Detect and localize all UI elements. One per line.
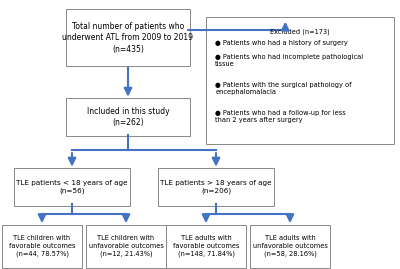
Text: TLE adults with
unfavorable outcomes
(n=58, 28.16%): TLE adults with unfavorable outcomes (n=… — [252, 235, 328, 257]
Text: ● Patients who had a follow-up for less
than 2 years after surgery: ● Patients who had a follow-up for less … — [215, 110, 346, 123]
Text: TLE children with
favorable outcomes
(n=44, 78.57%): TLE children with favorable outcomes (n=… — [9, 235, 75, 257]
Text: ● Patients who had a history of surgery: ● Patients who had a history of surgery — [215, 40, 348, 46]
FancyBboxPatch shape — [206, 17, 394, 144]
Text: Excluded (n=173): Excluded (n=173) — [270, 28, 330, 35]
FancyBboxPatch shape — [86, 225, 166, 268]
Text: TLE patients > 18 years of age
(n=206): TLE patients > 18 years of age (n=206) — [160, 180, 272, 194]
FancyBboxPatch shape — [14, 168, 130, 206]
Text: ● Patients with the surgical pathology of
encephalomalacia: ● Patients with the surgical pathology o… — [215, 82, 352, 95]
FancyBboxPatch shape — [66, 98, 190, 136]
FancyBboxPatch shape — [2, 225, 82, 268]
FancyBboxPatch shape — [166, 225, 246, 268]
Text: ● Patients who had incomplete pathological
tissue: ● Patients who had incomplete pathologic… — [215, 54, 363, 67]
FancyBboxPatch shape — [66, 9, 190, 66]
FancyBboxPatch shape — [250, 225, 330, 268]
FancyBboxPatch shape — [158, 168, 274, 206]
Text: TLE adults with
favorable outcomes
(n=148, 71.84%): TLE adults with favorable outcomes (n=14… — [173, 235, 239, 257]
Text: TLE patients < 18 years of age
(n=56): TLE patients < 18 years of age (n=56) — [16, 180, 128, 194]
Text: Total number of patients who
underwent ATL from 2009 to 2019
(n=435): Total number of patients who underwent A… — [62, 22, 194, 54]
Text: Included in this study
(n=262): Included in this study (n=262) — [87, 107, 169, 127]
Text: TLE children with
unfavorable outcomes
(n=12, 21.43%): TLE children with unfavorable outcomes (… — [88, 235, 164, 257]
